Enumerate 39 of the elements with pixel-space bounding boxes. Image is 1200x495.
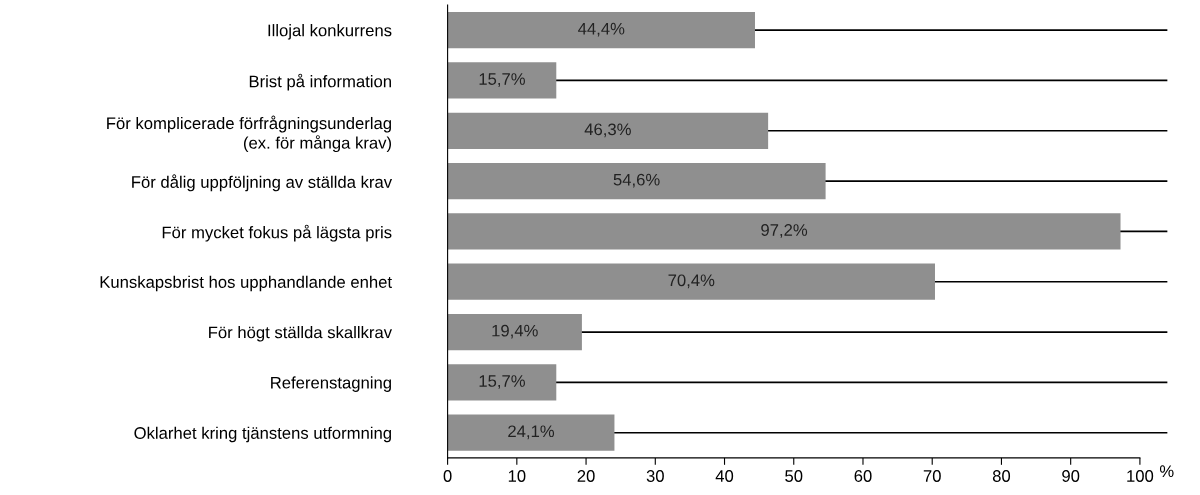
- x-axis-title: %: [1159, 465, 1174, 477]
- bar: [447, 414, 615, 451]
- data-label: 44,4%: [578, 22, 625, 37]
- y-tick-label: Oklarhet kring tjänstens utformning: [134, 426, 391, 443]
- x-tick-label: 60: [854, 470, 872, 482]
- data-label: 15,7%: [479, 73, 525, 87]
- x-tick-label: 50: [785, 470, 803, 482]
- x-tick-label: 80: [992, 470, 1011, 482]
- data-label: 70,4%: [668, 274, 715, 289]
- bar: [447, 313, 582, 351]
- x-tick-label: 20: [577, 470, 595, 482]
- x-tick-label: 40: [715, 470, 734, 482]
- bar: [447, 364, 557, 401]
- x-tick-label: 100: [1127, 470, 1154, 482]
- x-tick-label: 30: [646, 470, 664, 482]
- bar: [447, 12, 755, 49]
- x-tick-label: 90: [1062, 470, 1080, 482]
- bar: [447, 213, 1121, 250]
- y-tick-label: Brist på information: [249, 73, 391, 91]
- y-tick-label: För mycket fokus på lägsta pris: [162, 224, 392, 242]
- y-tick-label: För dålig uppföljning av ställda krav: [132, 174, 393, 192]
- x-tick-label: 0: [443, 470, 452, 482]
- bar: [447, 263, 935, 300]
- data-label: 15,7%: [479, 375, 525, 389]
- data-label: 24,1%: [508, 425, 555, 440]
- bar: [447, 62, 557, 99]
- data-label: 19,4%: [492, 324, 538, 339]
- y-tick-label: Illojal konkurrens: [268, 24, 392, 40]
- bar: [447, 112, 769, 149]
- y-tick-label: För högt ställda skallkrav: [209, 326, 392, 342]
- bar: [447, 162, 826, 200]
- x-tick-label: 10: [508, 470, 526, 482]
- y-tick-label: Referenstagning: [271, 376, 391, 392]
- data-label: 97,2%: [761, 224, 808, 238]
- y-tick-label: Kunskapsbrist hos upphandlande enhet: [100, 275, 392, 292]
- data-label: 46,3%: [584, 123, 631, 138]
- y-tick-label: För komplicerade förfrågningsunderlag (ex. för många krav): [107, 115, 392, 153]
- data-label: 54,6%: [613, 173, 660, 188]
- x-tick-label: 70: [923, 470, 941, 482]
